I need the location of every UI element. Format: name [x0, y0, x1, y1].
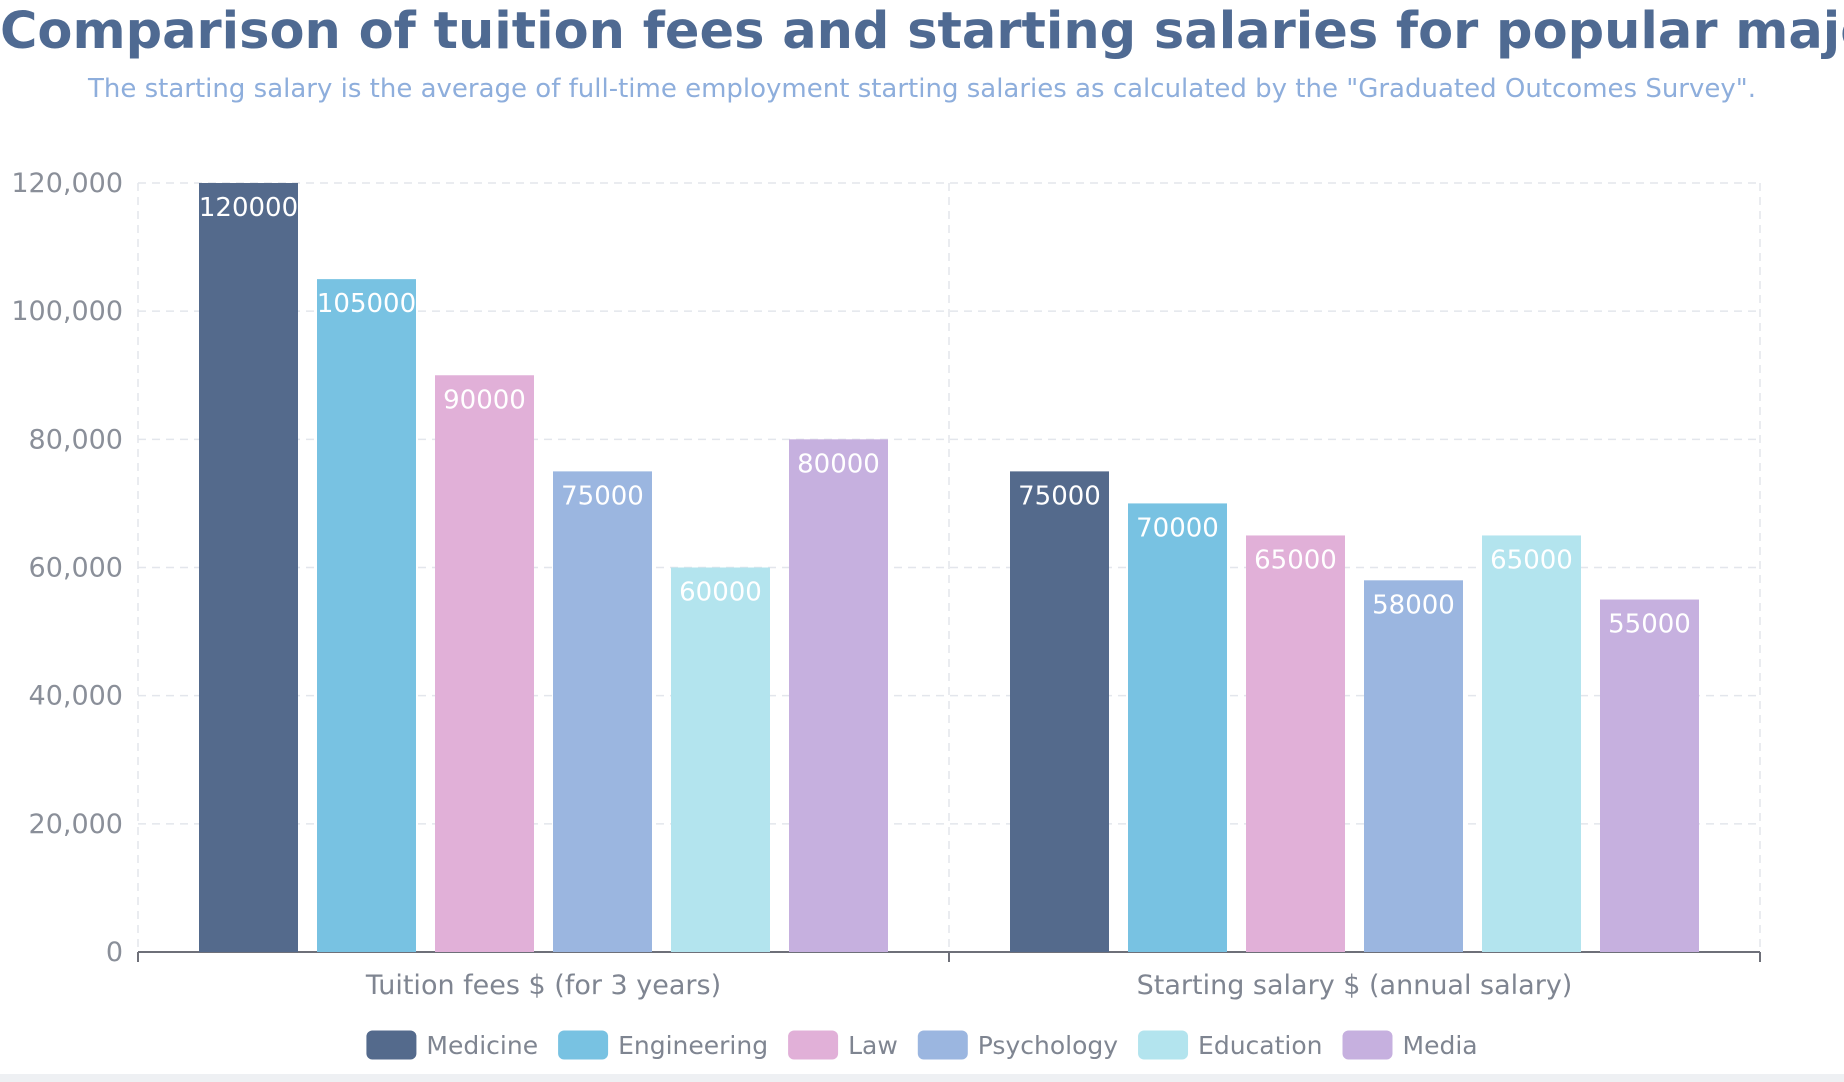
bar-data-label: 80000 [797, 449, 880, 479]
bar-law-tuition[interactable] [435, 375, 534, 952]
bar-data-label: 70000 [1136, 513, 1219, 543]
legend-label-medicine[interactable]: Medicine [426, 1031, 538, 1060]
bar-data-label: 60000 [679, 578, 762, 608]
x-category-label: Starting salary $ (annual salary) [1137, 970, 1573, 1001]
x-category-label: Tuition fees $ (for 3 years) [365, 970, 721, 1001]
y-tick-label: 0 [106, 937, 123, 968]
y-tick-label: 100,000 [11, 296, 123, 327]
bar-media-salary[interactable] [1600, 599, 1699, 952]
bar-psychology-salary[interactable] [1364, 580, 1463, 952]
bar-data-label: 105000 [317, 289, 416, 319]
legend-swatch-law[interactable] [788, 1030, 839, 1060]
bar-data-label: 65000 [1490, 545, 1573, 575]
bar-psychology-tuition[interactable] [553, 471, 652, 952]
legend-label-education[interactable]: Education [1198, 1031, 1322, 1060]
legend-swatch-education[interactable] [1138, 1030, 1189, 1060]
bar-data-label: 65000 [1254, 545, 1337, 575]
bar-data-label: 120000 [199, 193, 298, 223]
y-tick-label: 20,000 [29, 809, 123, 840]
chart-title: Comparison of tuition fees and starting … [0, 2, 1844, 61]
bar-medicine-tuition[interactable] [199, 183, 298, 952]
footer-divider [0, 1074, 1844, 1082]
legend-swatch-psychology[interactable] [917, 1030, 968, 1060]
bar-media-tuition[interactable] [789, 439, 888, 952]
bar-engineering-salary[interactable] [1128, 503, 1227, 952]
bar-data-label: 55000 [1608, 610, 1691, 640]
bar-engineering-tuition[interactable] [317, 279, 416, 952]
legend-label-media[interactable]: Media [1403, 1031, 1478, 1060]
bar-law-salary[interactable] [1246, 535, 1345, 952]
bar-education-salary[interactable] [1482, 535, 1581, 952]
bar-data-label: 75000 [561, 481, 644, 511]
y-tick-label: 60,000 [29, 553, 123, 584]
legend-label-engineering[interactable]: Engineering [618, 1031, 768, 1060]
legend-swatch-engineering[interactable] [558, 1030, 609, 1060]
legend-label-law[interactable]: Law [848, 1031, 898, 1060]
bar-data-label: 75000 [1018, 481, 1101, 511]
legend-swatch-media[interactable] [1342, 1030, 1393, 1060]
y-tick-label: 120,000 [11, 168, 123, 199]
bar-data-label: 58000 [1372, 590, 1455, 620]
chart-subtitle: The starting salary is the average of fu… [88, 74, 1756, 104]
bar-medicine-salary[interactable] [1010, 471, 1109, 952]
bar-education-tuition[interactable] [671, 567, 770, 953]
y-tick-label: 40,000 [29, 681, 123, 712]
y-tick-label: 80,000 [29, 424, 123, 455]
legend-label-psychology[interactable]: Psychology [978, 1031, 1118, 1060]
bar-data-label: 90000 [443, 385, 526, 415]
legend-swatch-medicine[interactable] [366, 1030, 417, 1060]
